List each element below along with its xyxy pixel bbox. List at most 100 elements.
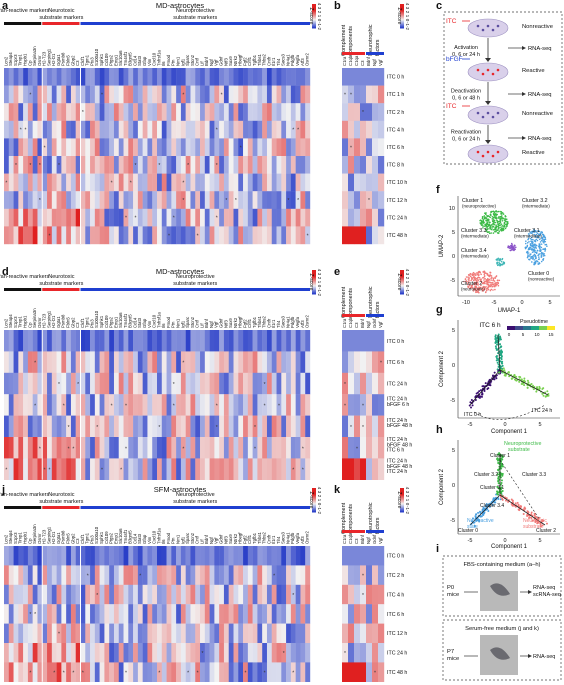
umap-point [539,249,541,252]
heatmap-cell [161,173,167,192]
umap-point [489,271,491,274]
colorbar-step [312,492,316,495]
trajectory-point [498,371,501,374]
heatmap-cell [366,662,373,682]
heatmap-cell [257,85,263,104]
heatmap-cell [360,565,367,585]
significance-mark: * [356,446,358,452]
heatmap-cell [56,103,62,121]
heatmap-cell [128,623,134,644]
heatmap-cell [354,437,361,459]
heatmap-cell [252,394,258,416]
heatmap-cell [348,85,355,104]
heatmap-cell [238,372,244,395]
heatmap-cell [276,623,282,644]
heatmap-cell [190,191,196,209]
heatmap-cell [300,623,306,644]
panel-label-j: j [1,484,5,496]
colorbar-step [400,22,404,24]
heatmap-cell [195,208,201,227]
heatmap-cell [233,85,239,104]
heatmap-cell [204,437,210,459]
heatmap-cell [94,85,100,104]
umap-point [493,220,495,223]
heatmap-cell [123,208,129,227]
row-label: ITC 6 h [387,145,404,151]
heatmap-cell [185,643,191,663]
heatmap-cell [137,584,143,605]
heatmap-cell [123,120,129,139]
heatmap-cell [85,415,91,438]
trajectory-point [482,506,485,509]
heatmap-cell [80,584,86,605]
trajectory-point [483,511,486,514]
gene-label: Ngf [372,59,377,66]
colorbar-step [400,12,404,15]
umap-point [535,244,538,247]
trajectory-point [474,515,477,518]
heatmap-cell [171,458,177,480]
gene-label: Vgf [214,321,219,328]
heatmap-cell [286,584,292,605]
x-tick: -5 [492,300,497,306]
heatmap-cell [109,372,115,395]
heatmap-cell [354,138,361,157]
heatmap-cell [32,156,38,174]
gene-label: Bdnf [204,534,209,544]
significance-mark: * [350,145,352,151]
gene-label: Il1r1 [271,535,276,544]
group-label: substrate markers [39,15,83,21]
gene-label: Timp1 [18,54,23,66]
heatmap-cell [281,138,287,157]
heatmap-cell [85,437,91,459]
heatmap-cell [228,85,234,104]
trajectory-point [530,511,533,514]
heatmap-cell [276,85,282,104]
gene-label: S1pr3 [13,316,18,328]
heatmap-cell [42,351,48,373]
heatmap-cell [190,173,196,192]
gene-label: Steap4 [8,52,13,66]
heatmap-cell [99,584,105,605]
gene-label: Sox9 [228,534,233,544]
umap-point [540,251,543,254]
cell-dot [491,28,495,32]
heatmap-cell [133,173,139,192]
umap-point [473,276,475,279]
heatmap-cell [342,458,349,480]
heatmap-cell [247,458,253,480]
heatmap-cell [257,623,263,644]
colorbar-step [400,8,404,11]
trajectory-point [497,475,500,478]
significance-mark: * [120,468,122,474]
heatmap-cell [286,351,292,373]
heatmap-cell [257,394,263,416]
output-label: RNA-seq [528,92,552,98]
heatmap-cell [200,643,206,663]
heatmap-cell [56,565,62,585]
heatmap-cell [190,351,196,373]
arrow-label: Reactivation [451,130,481,136]
heatmap-cell [118,662,124,682]
heatmap-cell [8,415,14,438]
heatmap-cell [109,330,115,352]
heatmap-cell [366,415,373,438]
umap-point [533,233,536,236]
heatmap-cell [61,156,67,174]
umap-point [499,215,502,218]
heatmap-cell [180,173,186,192]
colorbar-step [312,500,316,502]
heatmap-cell [281,85,287,104]
group-label: Neurotrophic [368,286,374,318]
heatmap-cell [209,372,215,395]
arrowhead [522,92,526,96]
heatmap-cell [27,120,33,139]
heatmap-cell [161,85,167,104]
heatmap-cell [133,226,139,245]
heatmap-cell [180,415,186,438]
heatmap-cell [348,208,355,227]
heatmap-cell [166,584,172,605]
heatmap-cell [204,208,210,227]
heatmap-cell [238,173,244,192]
heatmap-cell [147,351,153,373]
